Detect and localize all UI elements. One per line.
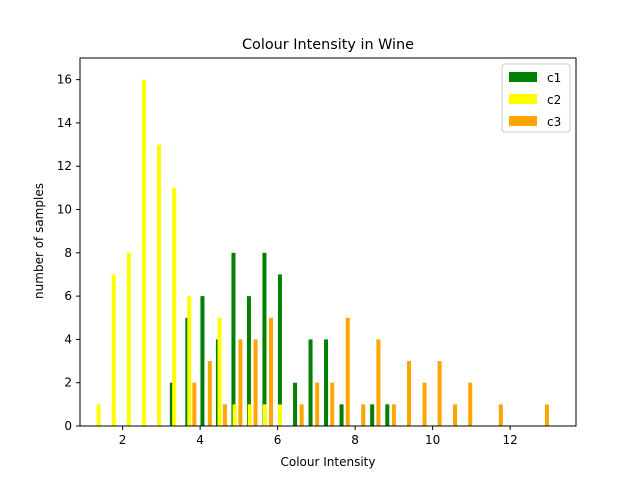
- bar-c2-6: [187, 296, 192, 426]
- bar-c3-12: [391, 404, 396, 426]
- bar-c1-2: [200, 296, 205, 426]
- legend-swatch-c2: [509, 94, 537, 104]
- bar-c3-19: [544, 404, 549, 426]
- legend-swatch-c3: [509, 116, 537, 126]
- legend-swatch-c1: [509, 72, 537, 82]
- plot-frame: [79, 57, 577, 427]
- bar-c3-18: [498, 404, 503, 426]
- bar-c2-4: [157, 144, 162, 426]
- bar-c2-0: [96, 404, 101, 426]
- bar-c2-12: [277, 404, 282, 426]
- bar-c3-7: [315, 382, 320, 426]
- bar-c3-17: [468, 382, 473, 426]
- bar-c3-14: [422, 382, 427, 426]
- y-tick-label-10: 10: [57, 203, 72, 217]
- bar-c2-8: [217, 317, 222, 426]
- bar-c3-6: [299, 404, 304, 426]
- bar-c1-10: [324, 339, 329, 426]
- bar-c2-9: [232, 404, 237, 426]
- bar-c3-13: [406, 361, 411, 426]
- chart-title: Colour Intensity in Wine: [242, 37, 414, 53]
- bar-c1-5: [246, 296, 251, 426]
- bar-c2-2: [126, 252, 131, 426]
- y-tick-label-0: 0: [64, 419, 72, 433]
- y-tick-label-4: 4: [64, 332, 72, 346]
- bar-c1-8: [293, 382, 298, 426]
- bar-c2-5: [172, 187, 177, 426]
- y-tick-label-2: 2: [64, 376, 72, 390]
- legend-label-c3: c3: [547, 115, 561, 129]
- bar-c3-15: [437, 361, 442, 426]
- bar-c3-3: [238, 339, 243, 426]
- y-tick-label-14: 14: [57, 116, 72, 130]
- x-tick-label-12: 12: [502, 433, 517, 447]
- bar-c3-1: [207, 361, 212, 426]
- bar-c1-0: [169, 382, 174, 426]
- x-tick-label-2: 2: [119, 433, 127, 447]
- x-tick-label-6: 6: [274, 433, 282, 447]
- y-tick-label-12: 12: [57, 159, 72, 173]
- x-tick-label-10: 10: [425, 433, 440, 447]
- x-tick-label-4: 4: [196, 433, 204, 447]
- bar-c3-16: [453, 404, 458, 426]
- bar-c1-4: [231, 252, 236, 426]
- x-axis-ticks: 2 4 6 8 10 12: [119, 426, 518, 447]
- bar-c3-0: [192, 382, 197, 426]
- bars-layer: [96, 79, 549, 427]
- bar-c1-9: [308, 339, 313, 426]
- legend-label-c2: c2: [547, 93, 561, 107]
- bar-c1-13: [385, 404, 390, 426]
- bar-c3-8: [330, 382, 335, 426]
- bar-c2-3: [141, 79, 146, 427]
- bar-c3-9: [345, 317, 350, 426]
- y-tick-label-16: 16: [57, 73, 72, 87]
- x-tick-label-8: 8: [351, 433, 359, 447]
- y-axis-ticks: 0 2 4 6 8 10 12 14 16: [57, 73, 80, 433]
- bar-c3-11: [376, 339, 381, 426]
- legend: c1 c2 c3: [501, 63, 571, 133]
- bar-c2-1: [111, 274, 116, 426]
- bar-c1-7: [277, 274, 282, 426]
- y-tick-label-8: 8: [64, 246, 72, 260]
- bar-c3-5: [269, 317, 274, 426]
- bar-c1-6: [262, 252, 267, 426]
- bar-c1-11: [339, 404, 344, 426]
- bar-c3-2: [222, 404, 227, 426]
- bar-c3-4: [253, 339, 258, 426]
- bar-c2-10: [247, 404, 252, 426]
- bar-c1-12: [370, 404, 375, 426]
- bar-c3-10: [361, 404, 366, 426]
- legend-label-c1: c1: [547, 71, 561, 85]
- y-axis-label: number of samples: [32, 183, 46, 299]
- bar-c2-11: [262, 404, 267, 426]
- x-axis-label: Colour Intensity: [281, 455, 376, 469]
- y-tick-label-6: 6: [64, 289, 72, 303]
